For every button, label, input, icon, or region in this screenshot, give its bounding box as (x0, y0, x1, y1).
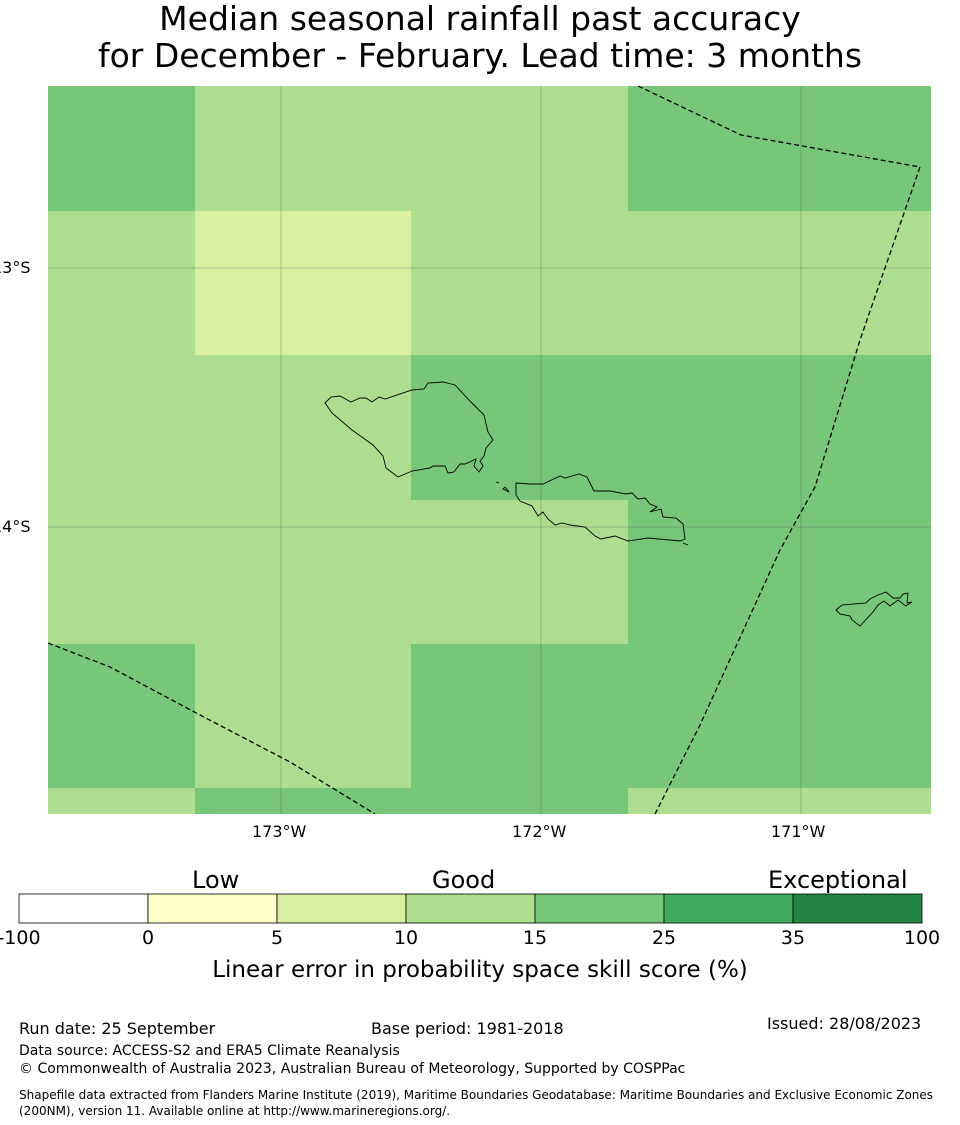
grid-cell (48, 500, 195, 644)
lon-label-171w: 171°W (771, 822, 826, 841)
grid-cell (411, 86, 628, 211)
lat-label-13s: 13°S (0, 258, 31, 277)
graticule (48, 86, 931, 814)
legend-tick: -100 (0, 927, 41, 949)
apolima-islet (495, 481, 500, 484)
legend-tick: 0 (141, 927, 155, 949)
colorbar-bin (663, 893, 794, 924)
colorbar-bin (276, 893, 407, 924)
grid-cell (628, 86, 931, 211)
map (48, 86, 931, 814)
shapefile-credit-line-1: Shapefile data extracted from Flanders M… (19, 1088, 934, 1102)
shapefile-credit-line-2: (200NM), version 11. Available online at… (19, 1104, 451, 1118)
title-line-2: for December - February. Lead time: 3 mo… (97, 36, 863, 75)
eez-boundary-north-east (637, 86, 921, 814)
grid-cell (628, 500, 931, 644)
grid-cell (195, 788, 411, 814)
legend-tick: 10 (393, 927, 419, 949)
colorbar-bin (18, 893, 149, 924)
grid-cell (195, 86, 411, 211)
skill-grid (48, 86, 931, 814)
colorbar-bin (792, 893, 923, 924)
savaii-island (324, 381, 494, 478)
base-period: Base period: 1981-2018 (371, 1019, 564, 1038)
upolu-island (515, 473, 686, 542)
colorbar-bin (534, 893, 665, 924)
grid-cell (195, 211, 411, 355)
islet-west-upolu (502, 486, 510, 493)
grid-cell (628, 644, 931, 788)
colorbar (18, 893, 923, 924)
issued-date: Issued: 28/08/2023 (767, 1014, 922, 1033)
eez-boundary-south-west (48, 642, 376, 814)
legend-category-good: Good (432, 866, 496, 894)
grid-cell (411, 500, 628, 644)
grid-cell (195, 644, 411, 788)
grid-cell (411, 355, 628, 500)
legend-tick: 35 (780, 927, 806, 949)
manono-islet (682, 542, 689, 546)
legend-tick: 15 (522, 927, 548, 949)
lon-label-172w: 172°W (512, 822, 567, 841)
grid-cell (48, 788, 195, 814)
legend-tick: 5 (270, 927, 284, 949)
legend-tick: 25 (651, 927, 677, 949)
grid-cell (628, 355, 931, 500)
eez-boundaries (48, 86, 921, 814)
grid-cell (195, 355, 411, 500)
grid-cell (411, 211, 628, 355)
legend-category-exceptional: Exceptional (768, 866, 908, 894)
colorbar-bin (147, 893, 278, 924)
coastlines (324, 381, 913, 627)
colorbar-bin (405, 893, 536, 924)
grid-cell (628, 788, 931, 814)
title-line-1: Median seasonal rainfall past accuracy (159, 0, 801, 38)
data-source: Data source: ACCESS-S2 and ERA5 Climate … (19, 1043, 400, 1059)
grid-cell (48, 644, 195, 788)
grid-cell (195, 500, 411, 644)
lon-label-173w: 173°W (252, 822, 307, 841)
grid-cell (48, 355, 195, 500)
legend-label: Linear error in probability space skill … (212, 957, 748, 983)
grid-cell (48, 86, 195, 211)
legend-tick: 100 (903, 927, 941, 949)
legend-category-low: Low (192, 866, 240, 894)
tutuila-island (835, 591, 913, 627)
grid-cell (48, 211, 195, 355)
grid-cell (628, 211, 931, 355)
grid-cell (411, 644, 628, 788)
lat-label-14s: 14°S (0, 517, 31, 536)
grid-cell (411, 788, 628, 814)
copyright: © Commonwealth of Australia 2023, Austra… (19, 1061, 686, 1077)
run-date: Run date: 25 September (19, 1019, 216, 1038)
